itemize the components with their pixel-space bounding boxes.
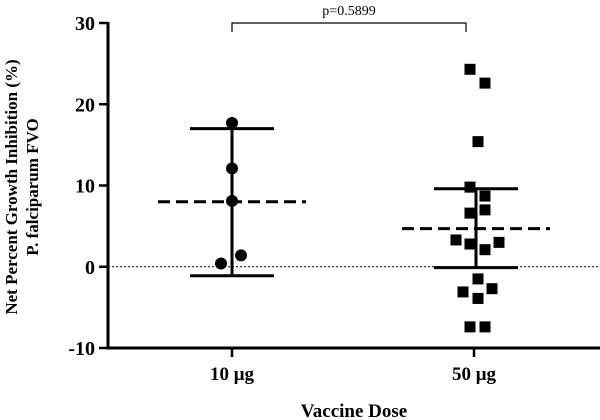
y-axis-label-line1: Net Percent Growth Inhibition (%): [2, 59, 21, 314]
data-point-square: [457, 286, 469, 298]
data-point-square: [464, 63, 476, 75]
data-point-square: [464, 181, 476, 193]
data-point-circle: [226, 162, 238, 175]
marks: [158, 63, 550, 333]
significance-bracket: [231, 22, 467, 32]
data-point-square: [450, 234, 462, 246]
y-tick-label: 0: [85, 257, 95, 279]
data-point-circle: [235, 249, 247, 262]
data-point-square: [493, 236, 505, 248]
data-point-square: [479, 190, 491, 202]
data-point-circle: [215, 257, 227, 270]
p-value-annotation: p=0.5899: [322, 4, 375, 19]
data-point-circle: [226, 194, 238, 207]
data-point-square: [472, 292, 484, 304]
data-point-square: [479, 321, 491, 333]
data-point-square: [464, 207, 476, 219]
y-tick-label: 20: [75, 94, 95, 116]
y-axis-label-line2: P. falciparum FVO: [23, 118, 42, 255]
data-point-square: [464, 321, 476, 333]
x-axis-label: Vaccine Dose: [301, 401, 407, 420]
y-tick-label: 10: [75, 176, 95, 198]
x-tick-label: 50 μg: [452, 364, 497, 385]
data-point-square: [479, 204, 491, 216]
data-point-square: [472, 273, 484, 285]
data-point-square: [486, 283, 498, 295]
y-tick-label: 30: [75, 13, 95, 35]
data-point-square: [479, 244, 491, 256]
x-tick-label: 10 μg: [210, 364, 255, 385]
axes: 30 20 10 0 -10 10 μg 50 μg: [68, 13, 600, 385]
data-point-circle: [226, 116, 238, 129]
y-tick-label: -10: [68, 338, 95, 360]
data-point-square: [464, 238, 476, 250]
data-point-square: [472, 136, 484, 148]
data-point-square: [479, 77, 491, 89]
